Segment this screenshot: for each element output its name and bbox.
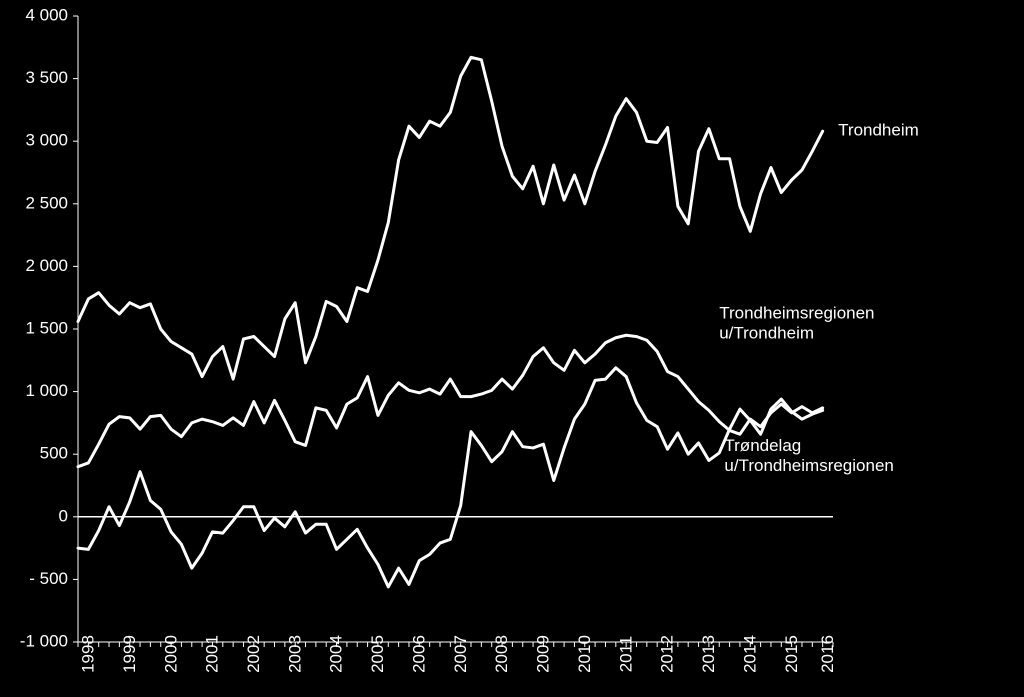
series-label: u/Trondheim bbox=[719, 323, 814, 342]
x-tick-label: 2003 bbox=[285, 635, 304, 673]
x-tick-label: 2011 bbox=[616, 636, 635, 673]
series-label: Trondheim bbox=[838, 121, 919, 140]
x-tick-label: 2005 bbox=[368, 635, 387, 673]
series-label: u/Trondheimsregionen bbox=[724, 456, 893, 475]
x-tick-label: 2012 bbox=[658, 635, 677, 673]
series-label: Trondheimsregionen bbox=[719, 303, 874, 322]
y-tick-label: 1 500 bbox=[25, 318, 68, 337]
x-tick-label: 1998 bbox=[79, 635, 98, 673]
x-tick-label: 1999 bbox=[120, 635, 139, 673]
x-tick-label: 2000 bbox=[161, 635, 180, 673]
x-tick-label: 2015 bbox=[782, 635, 801, 673]
y-tick-label: 2 500 bbox=[25, 193, 68, 212]
line-chart: -1 000 - 500 0 500 1 000 1 500 2 000 2 500 3 0… bbox=[0, 0, 1024, 697]
x-tick-label: 2013 bbox=[699, 635, 718, 673]
y-tick-label: 2 000 bbox=[25, 256, 68, 275]
x-tick-label: 2004 bbox=[327, 635, 346, 673]
x-tick-label: 2001 bbox=[203, 635, 222, 673]
x-tick-label: 2009 bbox=[534, 635, 553, 673]
chart-background bbox=[0, 0, 1024, 697]
x-tick-label: 2007 bbox=[451, 635, 470, 673]
y-tick-label: 500 bbox=[40, 444, 68, 463]
y-tick-label: 3 000 bbox=[25, 131, 68, 150]
series-label: Trøndelag bbox=[724, 436, 801, 455]
x-tick-label: 2010 bbox=[575, 635, 594, 673]
x-tick-label: 2016 bbox=[818, 635, 837, 673]
x-tick-label: 2002 bbox=[244, 635, 263, 673]
y-tick-label: 4 000 bbox=[25, 5, 68, 24]
x-tick-label: 2014 bbox=[740, 635, 759, 673]
x-tick-label: 2008 bbox=[492, 635, 511, 673]
y-tick-label: 3 500 bbox=[25, 68, 68, 87]
y-tick-label: -1 000 bbox=[20, 631, 68, 650]
y-tick-label: 0 bbox=[59, 506, 68, 525]
y-tick-label: - 500 bbox=[29, 569, 68, 588]
x-tick-label: 2006 bbox=[409, 635, 428, 673]
y-tick-label: 1 000 bbox=[25, 381, 68, 400]
